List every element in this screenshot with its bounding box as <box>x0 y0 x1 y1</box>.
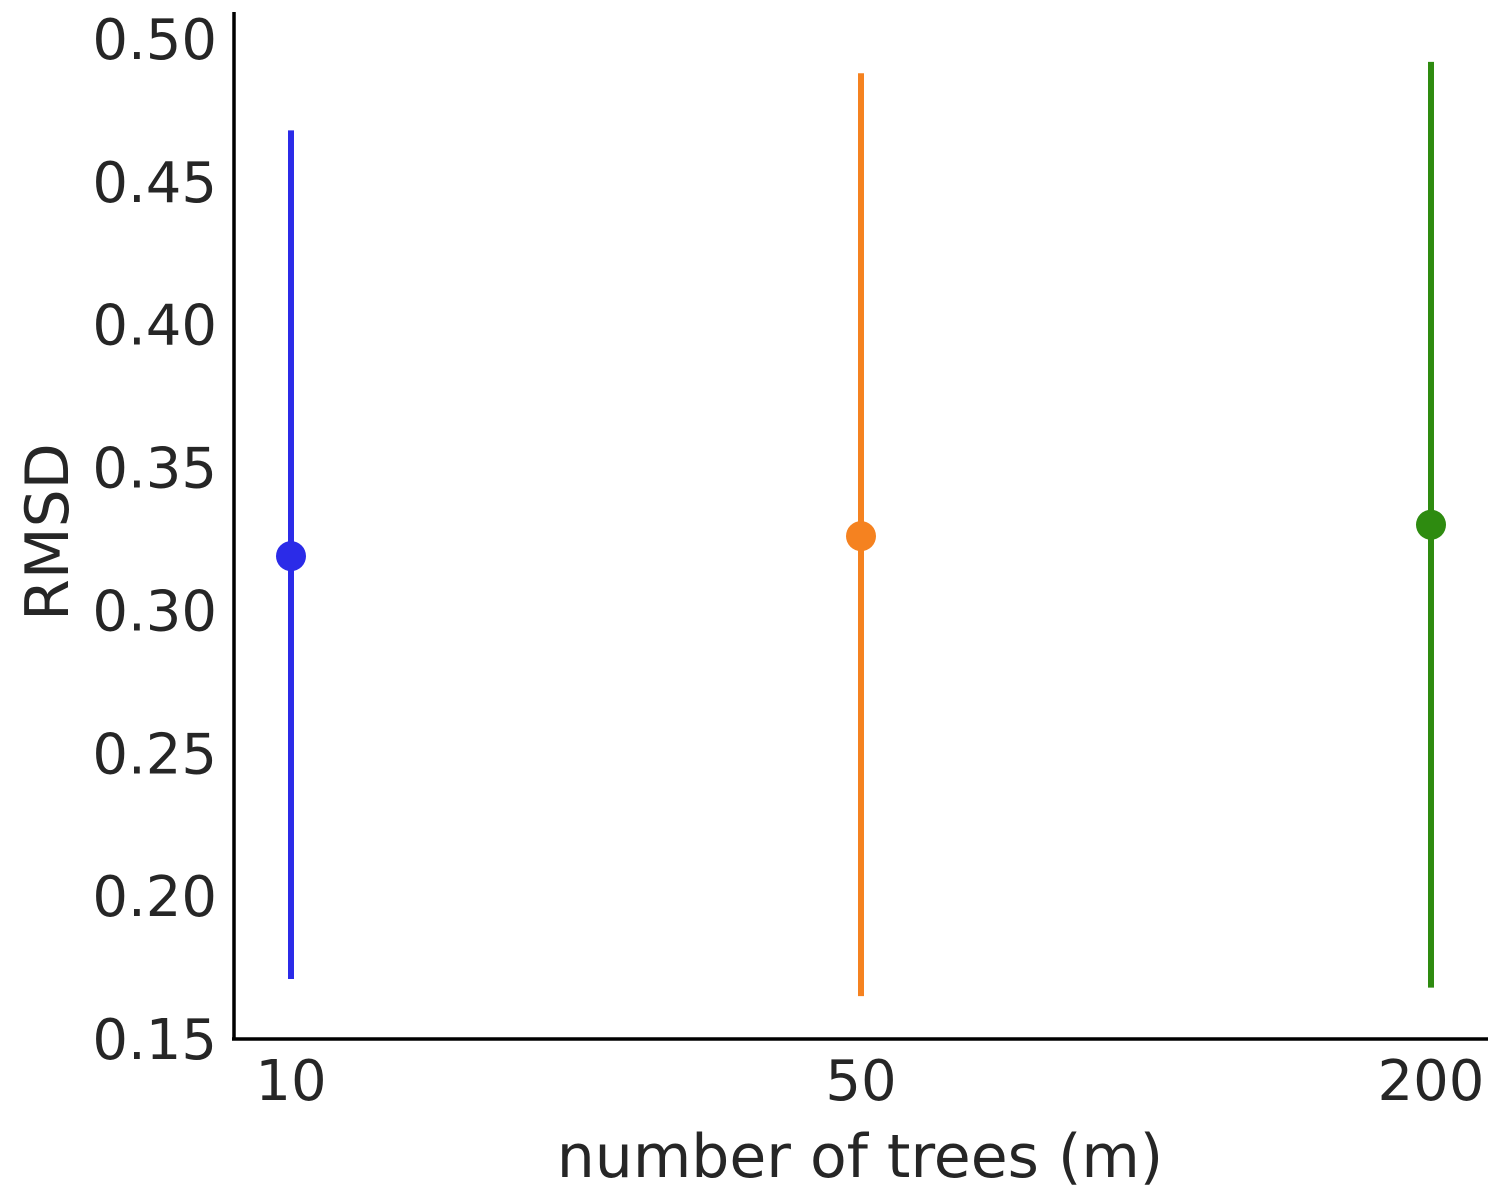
y-tick-label: 0.45 <box>92 151 217 216</box>
y-tick-label: 0.25 <box>92 722 217 787</box>
y-tick-label: 0.20 <box>92 865 217 930</box>
x-tick-label: 10 <box>255 1049 326 1114</box>
x-tick-label: 50 <box>825 1049 896 1114</box>
y-axis-label: RMSD <box>13 443 83 621</box>
y-tick-label: 0.50 <box>92 8 217 73</box>
x-tick-label: 200 <box>1378 1049 1485 1114</box>
data-point <box>276 541 306 572</box>
data-point <box>846 521 876 552</box>
plot-marks <box>276 61 1446 997</box>
data-point <box>1416 509 1446 540</box>
y-tick-label: 0.15 <box>92 1008 217 1073</box>
y-tick-label: 0.30 <box>92 579 217 644</box>
x-axis-label: number of trees (m) <box>557 1122 1163 1192</box>
y-tick-label: 0.35 <box>92 437 217 502</box>
y-tick-label: 0.40 <box>92 294 217 359</box>
x-axis-ticks: 10 50 200 <box>255 1049 1484 1114</box>
y-axis-ticks: 0.15 0.20 0.25 0.30 0.35 0.40 0.45 0.50 <box>92 8 217 1073</box>
